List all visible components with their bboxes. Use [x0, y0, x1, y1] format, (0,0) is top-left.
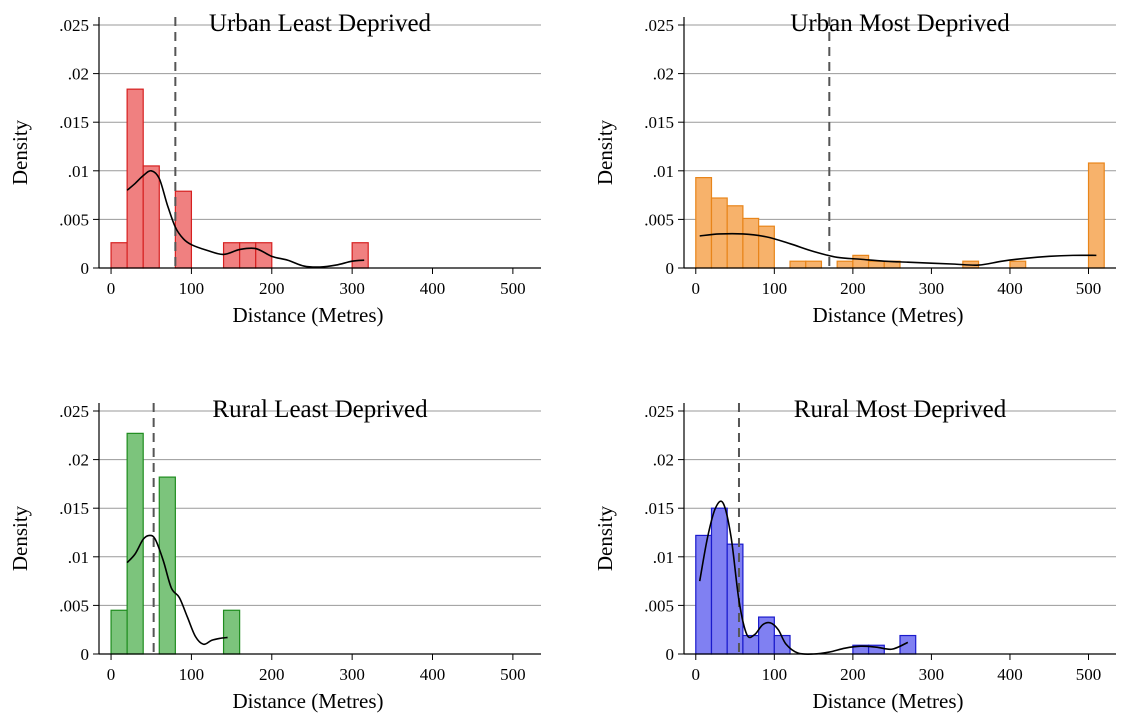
chart-title: Rural Least Deprived [212, 396, 428, 423]
histogram-bar [110, 242, 128, 269]
y-axis-label: Density [593, 505, 617, 571]
x-tick-label: 200 [259, 279, 285, 298]
histogram-bar [758, 225, 775, 269]
y-tick-label: .01 [68, 162, 89, 181]
histogram-bar [239, 242, 257, 269]
y-tick-label: .01 [653, 162, 674, 181]
y-tick-label: .005 [59, 210, 89, 229]
y-tick-label: .01 [68, 548, 89, 567]
y-tick-label: .015 [644, 113, 674, 132]
kde-curve [126, 534, 228, 646]
histogram-bar [174, 190, 193, 269]
x-tick-label: 400 [420, 279, 446, 298]
y-tick-label: .015 [644, 499, 674, 518]
x-tick-label: 500 [1076, 279, 1102, 298]
y-axis-label: Density [8, 505, 32, 571]
y-tick-label: .015 [59, 499, 89, 518]
panel-4: 0 .005 .01 .015 .02 .025 0 100 200 300 400 500 Rural… [593, 396, 1116, 713]
y-tick-label: .02 [68, 65, 89, 84]
x-tick-label: 100 [762, 665, 788, 684]
histogram-bar [805, 260, 823, 269]
y-tick-label: 0 [666, 645, 675, 664]
x-tick-label: 500 [500, 665, 526, 684]
y-tick-label: .025 [644, 402, 674, 421]
y-tick-label: .015 [59, 113, 89, 132]
x-tick-label: 300 [339, 665, 365, 684]
histogram-bar [142, 165, 160, 269]
y-tick-label: .025 [644, 16, 674, 35]
x-axis-label: Distance (Metres) [232, 303, 383, 327]
x-tick-label: 100 [179, 665, 205, 684]
x-tick-label: 100 [762, 279, 788, 298]
x-tick-label: 300 [919, 665, 945, 684]
histogram-bar [695, 534, 713, 655]
histogram-bar [726, 205, 744, 269]
panel-3: 0 .005 .01 .015 .02 .025 0 100 200 300 400 500 Rural… [8, 396, 541, 713]
kde-curve [699, 232, 1097, 266]
histogram-bar [726, 543, 744, 655]
panel-2: 0 .005 .01 .015 .02 .025 0 100 200 300 400 500 Urban… [593, 10, 1116, 327]
x-tick-label: 200 [840, 279, 866, 298]
chart-title: Urban Least Deprived [209, 10, 432, 37]
chart-title: Rural Most Deprived [794, 396, 1007, 423]
x-tick-label: 400 [997, 665, 1023, 684]
histogram-bar [852, 254, 870, 269]
chart-title: Urban Most Deprived [790, 10, 1010, 37]
x-tick-label: 300 [339, 279, 365, 298]
y-tick-label: .005 [59, 596, 89, 615]
y-tick-label: .02 [653, 451, 674, 470]
y-tick-label: .02 [68, 451, 89, 470]
histogram-bar [789, 260, 807, 269]
histogram-bar [742, 217, 760, 269]
x-tick-label: 500 [500, 279, 526, 298]
histogram-bar [110, 609, 128, 655]
x-tick-label: 500 [1076, 665, 1102, 684]
histogram-bar [695, 177, 713, 269]
x-tick-label: 200 [259, 665, 285, 684]
kde-curve [698, 500, 909, 655]
y-axis-label: Density [593, 119, 617, 185]
y-tick-label: .025 [59, 402, 89, 421]
y-axis-label: Density [8, 119, 32, 185]
x-tick-label: 0 [107, 665, 116, 684]
x-axis-label: Distance (Metres) [232, 689, 383, 713]
histogram-bar [836, 260, 854, 269]
x-tick-label: 200 [840, 665, 866, 684]
y-tick-label: .025 [59, 16, 89, 35]
histogram-bar [222, 609, 241, 655]
y-tick-label: .005 [644, 210, 674, 229]
histogram-bar [710, 507, 728, 655]
x-axis-label: Distance (Metres) [812, 689, 963, 713]
histogram-bar [867, 260, 885, 269]
histogram-bar [1009, 260, 1027, 269]
x-tick-label: 0 [692, 279, 701, 298]
x-tick-label: 400 [997, 279, 1023, 298]
histogram-bar [351, 242, 369, 269]
y-tick-label: 0 [81, 259, 90, 278]
y-tick-label: .02 [653, 65, 674, 84]
x-tick-label: 300 [919, 279, 945, 298]
x-tick-label: 0 [692, 665, 701, 684]
x-tick-label: 400 [420, 665, 446, 684]
kde-curve [126, 169, 365, 268]
histogram-bar [158, 476, 176, 655]
histogram-bar [742, 634, 760, 655]
x-tick-label: 100 [179, 279, 205, 298]
y-tick-label: .005 [644, 596, 674, 615]
histogram-bar [1087, 162, 1105, 269]
x-axis-label: Distance (Metres) [812, 303, 963, 327]
y-tick-label: 0 [81, 645, 90, 664]
panel-1: 0 .005 .01 .015 .02 .025 0 100 200 300 400 500 Urban… [8, 10, 541, 327]
x-tick-label: 0 [107, 279, 116, 298]
histogram-bar [222, 242, 241, 269]
y-tick-label: 0 [666, 259, 675, 278]
y-tick-label: .01 [653, 548, 674, 567]
